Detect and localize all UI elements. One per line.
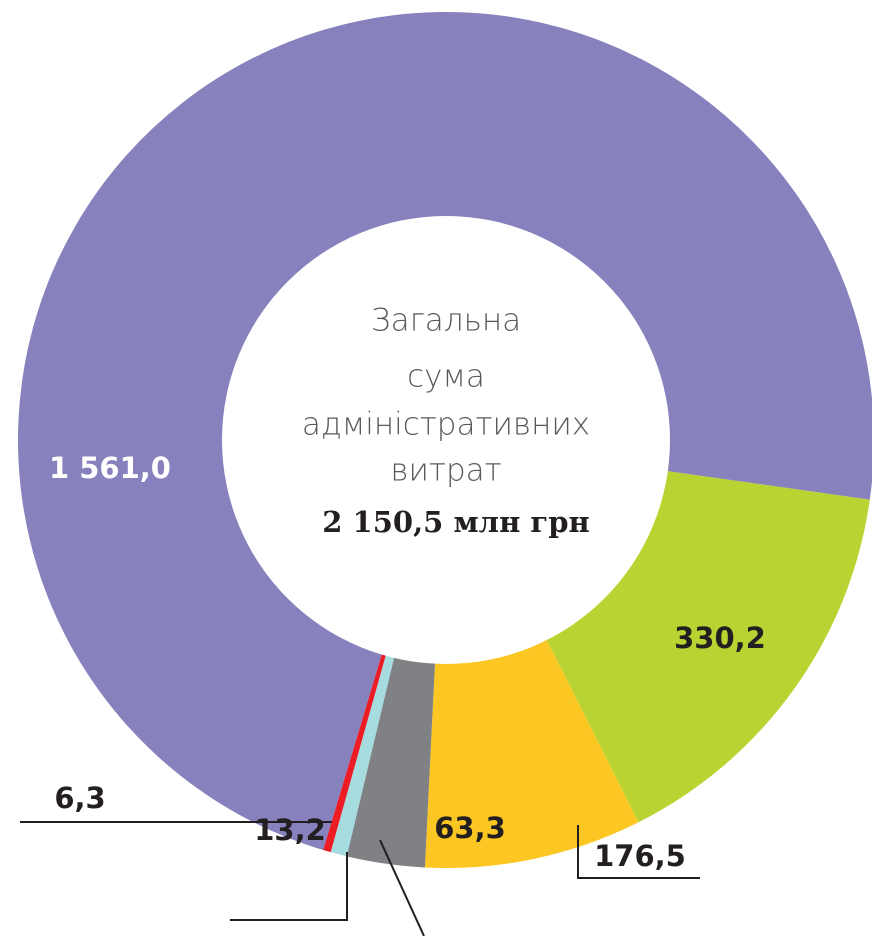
data-label: 330,2 <box>674 621 766 655</box>
data-label: 1 561,0 <box>49 451 171 485</box>
data-label: 13,2 <box>254 813 326 847</box>
center-title: витрат <box>390 453 501 489</box>
center-title: сума <box>407 359 485 395</box>
donut-hole <box>222 216 670 664</box>
center-title: Загальна <box>371 303 521 339</box>
data-label: 176,5 <box>594 839 686 873</box>
leader-line <box>577 825 700 879</box>
data-label: 63,3 <box>434 811 506 845</box>
leader-line <box>230 852 348 921</box>
center-value: 2 150,5 млн грн <box>322 505 589 539</box>
leader-line <box>379 839 425 936</box>
data-label: 6,3 <box>54 781 105 815</box>
center-title: адміністративних <box>302 407 590 443</box>
